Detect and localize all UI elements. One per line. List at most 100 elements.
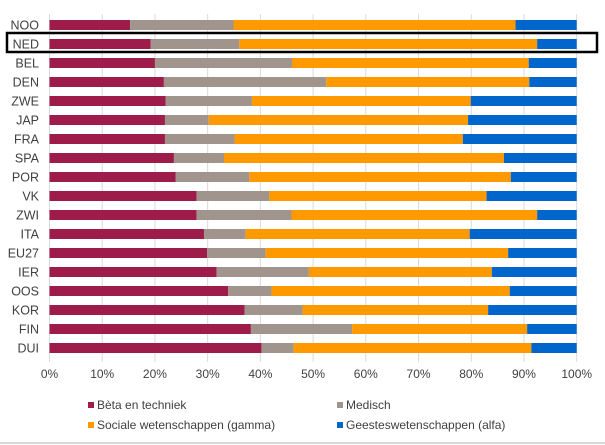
bar-segment-zwi-3 bbox=[537, 210, 577, 220]
category-label: ZWE bbox=[11, 95, 39, 109]
bar-segment-spa-0 bbox=[49, 153, 174, 163]
bar-segment-ita-0 bbox=[49, 229, 204, 239]
x-tick-label: 50% bbox=[301, 367, 325, 381]
legend: Bèta en techniek Medisch Sociale wetensc… bbox=[88, 398, 588, 438]
category-label: SPA bbox=[15, 152, 40, 166]
bar-segment-den-1 bbox=[163, 77, 327, 87]
bar-segment-por-1 bbox=[175, 172, 250, 182]
bar-segment-ier-3 bbox=[491, 267, 577, 277]
bar-segment-dui-2 bbox=[293, 343, 532, 353]
bar-segment-bel-1 bbox=[154, 58, 293, 68]
bar-segment-kor-1 bbox=[244, 305, 303, 315]
category-label: KOR bbox=[12, 304, 39, 318]
bar-segment-fra-0 bbox=[49, 134, 165, 144]
bar-segment-den-2 bbox=[326, 77, 530, 87]
legend-swatch-medisch bbox=[337, 402, 343, 408]
bar-segment-ned-1 bbox=[150, 39, 240, 49]
bar-segment-ita-1 bbox=[203, 229, 246, 239]
x-tick-label: 90% bbox=[512, 367, 536, 381]
legend-item-gamma: Sociale wetenschappen (gamma) bbox=[88, 418, 275, 432]
bar-segment-dui-1 bbox=[261, 343, 294, 353]
bar-segment-ned-3 bbox=[537, 39, 577, 49]
bar-segment-eu27-0 bbox=[49, 248, 208, 258]
category-label: ZWI bbox=[16, 209, 39, 223]
bar-segment-oos-3 bbox=[509, 286, 577, 296]
highlight-box-ned bbox=[5, 31, 599, 54]
category-label: FRA bbox=[14, 133, 40, 147]
bar-segment-ita-2 bbox=[245, 229, 470, 239]
bar-segment-bel-3 bbox=[528, 58, 577, 68]
category-label: ITA bbox=[20, 228, 39, 242]
bar-segment-zwe-1 bbox=[165, 96, 252, 106]
legend-label-gamma: Sociale wetenschappen (gamma) bbox=[97, 418, 276, 432]
bar-segment-jap-0 bbox=[49, 115, 165, 125]
bar-segment-spa-1 bbox=[173, 153, 225, 163]
bar-segment-spa-3 bbox=[503, 153, 577, 163]
legend-item-alfa: Geesteswetenschappen (alfa) bbox=[337, 418, 505, 432]
bars bbox=[49, 20, 577, 353]
bar-segment-den-3 bbox=[529, 77, 577, 87]
bar-segment-eu27-1 bbox=[207, 248, 266, 258]
category-labels: NOO NED BEL DEN ZWE JAP FRA SPA POR VK ZWI ITA EU27 I… bbox=[8, 19, 40, 356]
bar-segment-jap-3 bbox=[468, 115, 577, 125]
bar-segment-por-0 bbox=[49, 172, 176, 182]
category-label: IER bbox=[18, 266, 39, 280]
bar-segment-vk-1 bbox=[196, 191, 270, 201]
bar-segment-noo-0 bbox=[49, 20, 131, 30]
bar-segment-fin-2 bbox=[352, 324, 528, 334]
bar-segment-fra-2 bbox=[234, 134, 463, 144]
bar-segment-zwi-1 bbox=[196, 210, 292, 220]
legend-item-medisch: Medisch bbox=[337, 398, 391, 412]
legend-item-beta: Bèta en techniek bbox=[88, 398, 186, 412]
bar-segment-fra-1 bbox=[164, 134, 235, 144]
category-label: BEL bbox=[15, 57, 39, 71]
stacked-bar-chart: NOO NED BEL DEN ZWE JAP FRA SPA POR VK ZWI ITA EU27 I… bbox=[5, 14, 599, 381]
bar-segment-oos-0 bbox=[49, 286, 229, 296]
bar-segment-zwe-3 bbox=[470, 96, 577, 106]
category-label: EU27 bbox=[8, 247, 39, 261]
bar-segment-jap-2 bbox=[208, 115, 469, 125]
bar-segment-bel-0 bbox=[49, 58, 155, 68]
bar-segment-eu27-3 bbox=[508, 248, 577, 258]
bar-segment-kor-0 bbox=[49, 305, 245, 315]
x-tick-label: 30% bbox=[196, 367, 220, 381]
bar-segment-oos-1 bbox=[228, 286, 272, 296]
bar-segment-zwi-0 bbox=[49, 210, 197, 220]
bar-segment-ier-1 bbox=[216, 267, 309, 277]
category-label: DUI bbox=[17, 342, 39, 356]
x-tick-label: 0% bbox=[41, 367, 59, 381]
bar-segment-bel-2 bbox=[292, 58, 529, 68]
bar-segment-noo-3 bbox=[515, 20, 577, 30]
bar-segment-vk-3 bbox=[486, 191, 577, 201]
bar-segment-kor-3 bbox=[488, 305, 577, 315]
category-label: NED bbox=[13, 38, 39, 52]
bar-segment-fra-3 bbox=[462, 134, 577, 144]
bar-segment-por-3 bbox=[510, 172, 577, 182]
bar-segment-spa-2 bbox=[224, 153, 504, 163]
bar-segment-noo-2 bbox=[233, 20, 516, 30]
bar-segment-dui-0 bbox=[49, 343, 262, 353]
x-tick-labels: 0% 10% 20% 30% 40% 50% 60% 70% 80% 90% 100% bbox=[41, 367, 593, 381]
x-tick-label: 10% bbox=[90, 367, 114, 381]
bar-segment-fin-3 bbox=[527, 324, 577, 334]
gridlines bbox=[49, 14, 578, 362]
bar-segment-ier-0 bbox=[49, 267, 217, 277]
x-tick-label: 80% bbox=[459, 367, 483, 381]
bar-segment-ier-2 bbox=[308, 267, 492, 277]
bar-segment-ned-0 bbox=[49, 39, 151, 49]
legend-swatch-alfa bbox=[337, 422, 343, 428]
bar-segment-ita-3 bbox=[469, 229, 577, 239]
bar-segment-vk-0 bbox=[49, 191, 197, 201]
bar-segment-fin-0 bbox=[49, 324, 251, 334]
bar-segment-kor-2 bbox=[302, 305, 489, 315]
x-tick-label: 60% bbox=[354, 367, 378, 381]
x-tick-label: 70% bbox=[407, 367, 431, 381]
category-label: FIN bbox=[19, 323, 39, 337]
bar-segment-ned-2 bbox=[239, 39, 538, 49]
x-tick-label: 20% bbox=[143, 367, 167, 381]
bar-segment-zwe-0 bbox=[49, 96, 166, 106]
bar-segment-jap-1 bbox=[164, 115, 209, 125]
bar-segment-zwe-2 bbox=[251, 96, 471, 106]
x-tick-label: 100% bbox=[561, 367, 592, 381]
legend-label-beta: Bèta en techniek bbox=[97, 398, 187, 412]
